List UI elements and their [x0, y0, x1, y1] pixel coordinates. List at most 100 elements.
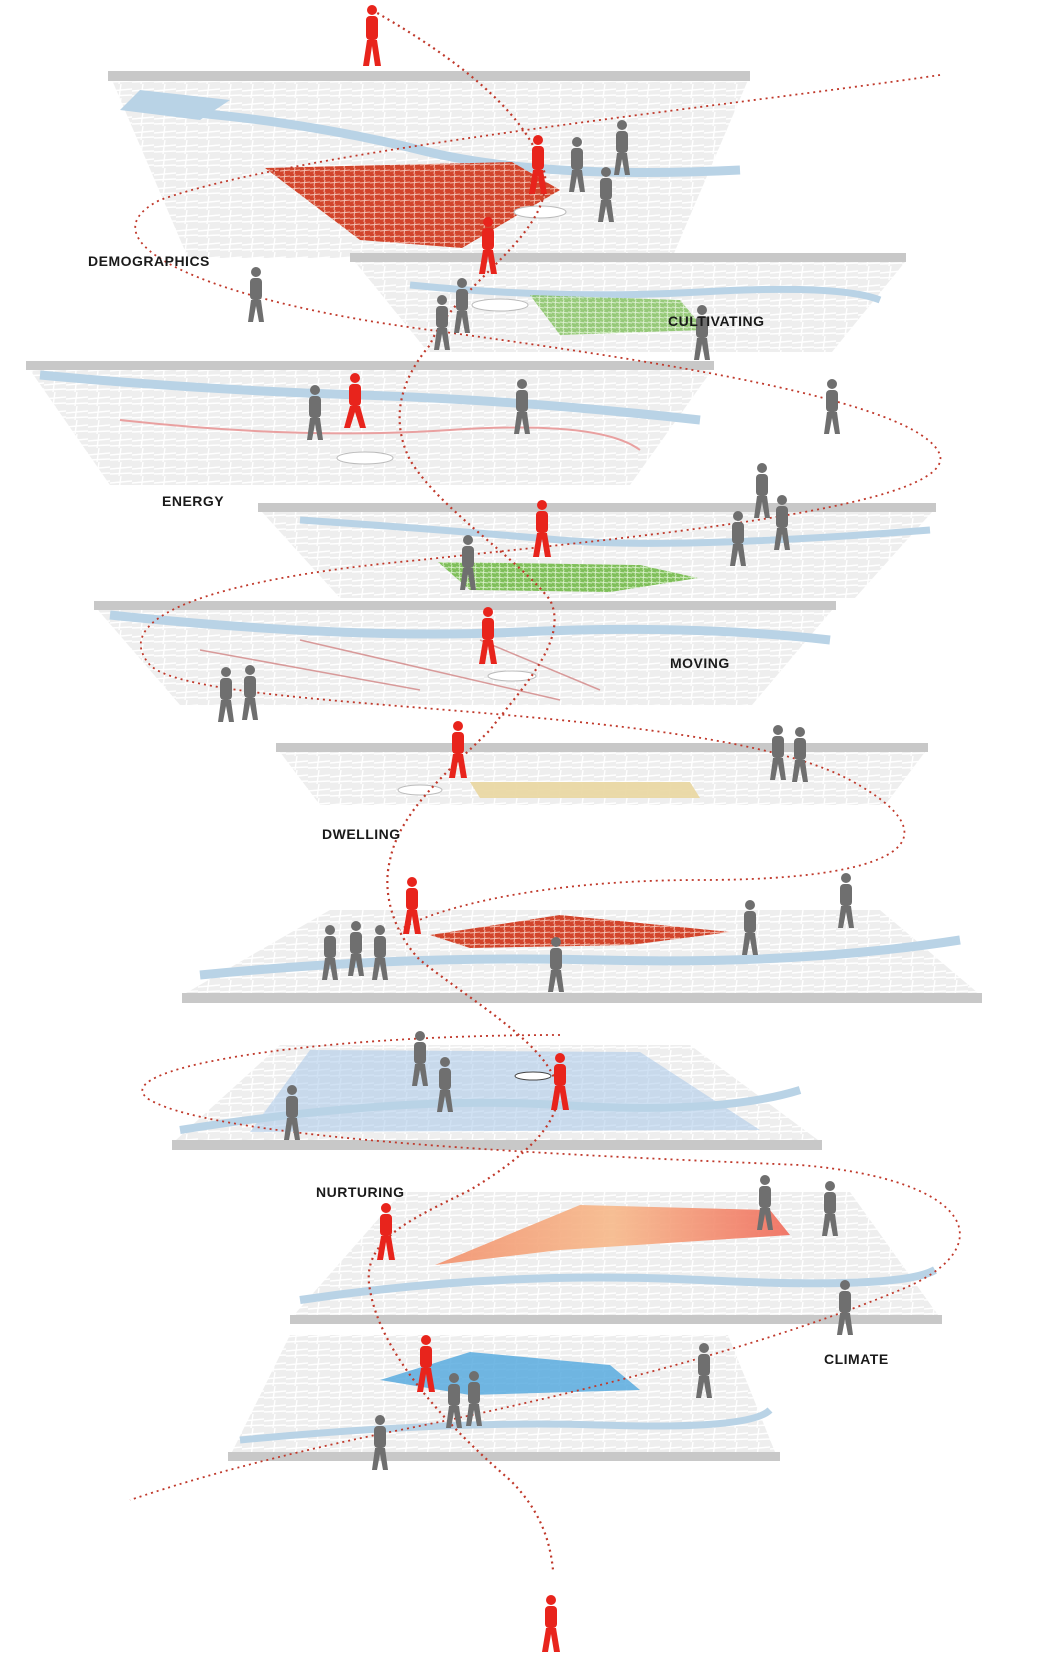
person-icon [218, 667, 234, 722]
person-icon [837, 1280, 853, 1335]
person-icon [344, 373, 366, 428]
river [239, 1407, 773, 1444]
person-icon [792, 727, 808, 782]
person-icon [363, 5, 381, 66]
person-icon [822, 1181, 838, 1236]
node-disc [514, 1071, 552, 1081]
person-icon [417, 1335, 435, 1392]
node-disc [513, 205, 567, 219]
label-dwelling: DWELLING [322, 826, 401, 842]
person-icon [479, 607, 497, 664]
helix-path [367, 9, 559, 1571]
layer-dwelling [276, 743, 928, 805]
heat-overlay [380, 1352, 640, 1395]
map-slab [262, 512, 932, 598]
energy-overlay [119, 419, 641, 451]
person-icon [730, 511, 746, 566]
slab-edge [258, 503, 936, 512]
layer-cultivating [350, 253, 906, 352]
layer-green [258, 503, 936, 598]
layer-housing [182, 910, 982, 1003]
person-icon [348, 921, 364, 976]
person-icon [551, 1053, 569, 1110]
person-icon [242, 665, 258, 720]
person-icon [757, 1175, 773, 1230]
person-icon [542, 1595, 560, 1652]
river [299, 516, 931, 547]
slab-edge [350, 253, 906, 262]
person-icon [696, 1343, 712, 1398]
layer-demographics [108, 71, 750, 258]
person-icon [322, 925, 338, 980]
person-icon [694, 305, 710, 360]
person-icon [372, 1415, 388, 1470]
person-icon [446, 1373, 462, 1428]
person-icon [598, 167, 614, 222]
slab-edge [26, 361, 714, 370]
person-icon [824, 379, 840, 434]
person-icon [533, 500, 551, 557]
river [179, 1086, 802, 1134]
label-climate: CLIMATE [824, 1351, 889, 1367]
person-icon [614, 120, 630, 175]
person-icon [529, 135, 547, 194]
layer-moving [94, 601, 836, 705]
river [199, 935, 961, 980]
person-icon [437, 1057, 453, 1112]
person-icon [754, 463, 770, 518]
slab-edge [108, 71, 750, 81]
person-icon [372, 925, 388, 980]
person-icon [377, 1203, 395, 1260]
person-icon [454, 278, 470, 333]
label-moving: MOVING [670, 655, 730, 671]
layer-climate [228, 1335, 780, 1461]
river [109, 610, 831, 645]
housing-overlay [430, 915, 730, 948]
person-icon [479, 217, 497, 274]
slab-edge [228, 1452, 780, 1461]
slab-edge [290, 1315, 942, 1324]
person-icon [403, 877, 421, 934]
layer-heat [290, 1192, 942, 1324]
person-icon [838, 873, 854, 928]
label-demographics: DEMOGRAPHICS [88, 253, 210, 269]
river [409, 281, 882, 304]
orbit-path [134, 74, 941, 931]
person-icon [307, 385, 323, 440]
person-icon [412, 1031, 428, 1086]
person-icon [742, 900, 758, 955]
label-cultivating: CULTIVATING [668, 313, 765, 329]
climate-overlay [435, 1205, 790, 1265]
person-icon [248, 267, 264, 322]
person-icon [770, 725, 786, 780]
people-accent [344, 5, 569, 1652]
node-disc [487, 670, 537, 682]
person-icon [284, 1085, 300, 1140]
person-icon [466, 1371, 482, 1426]
person-icon [449, 721, 467, 778]
node-disc [397, 784, 443, 796]
person-icon [434, 295, 450, 350]
dwelling-overlay [470, 782, 700, 798]
river-basin [120, 90, 230, 120]
river [299, 1266, 937, 1304]
person-icon [569, 137, 585, 192]
layer-energy [26, 361, 714, 485]
nurturing-overlay [438, 562, 698, 592]
person-icon [548, 937, 564, 992]
people-neutral [218, 120, 854, 1470]
map-slab [30, 370, 712, 485]
slab-edge [172, 1140, 822, 1150]
label-energy: ENERGY [162, 493, 225, 509]
person-icon [460, 535, 476, 590]
slab-edge [94, 601, 836, 610]
node-disc [336, 451, 394, 465]
node-disc [471, 298, 529, 312]
label-nurturing: NURTURING [316, 1184, 405, 1200]
slab-edge [276, 743, 928, 752]
cultivating-overlay [530, 295, 705, 335]
person-icon [514, 379, 530, 434]
layer-water [172, 1045, 822, 1150]
